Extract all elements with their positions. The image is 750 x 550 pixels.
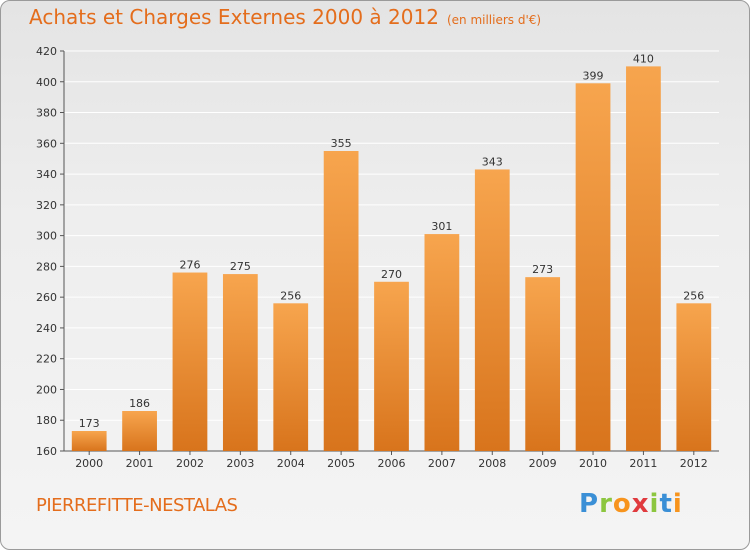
- logo-letter: r: [599, 489, 613, 519]
- y-tick-label: 240: [36, 322, 57, 335]
- y-tick-label: 220: [36, 353, 57, 366]
- bar-2001: [122, 411, 157, 451]
- bar-2004: [273, 303, 309, 451]
- value-label-2001: 186: [129, 397, 150, 410]
- y-tick-label: 180: [36, 414, 57, 427]
- logo-letter: i: [672, 489, 683, 519]
- bar-2003: [222, 274, 258, 451]
- value-label-2012: 256: [683, 289, 704, 302]
- bar-2002: [172, 272, 208, 451]
- value-label-2009: 273: [532, 263, 553, 276]
- y-tick-label: 340: [36, 168, 57, 181]
- x-tick-label-2007: 2007: [428, 457, 456, 470]
- value-label-2002: 276: [179, 259, 200, 272]
- x-tick-label-2004: 2004: [277, 457, 305, 470]
- y-tick-label: 360: [36, 137, 57, 150]
- x-tick-label-2009: 2009: [529, 457, 557, 470]
- x-tick-label-2010: 2010: [579, 457, 607, 470]
- chart-unit: (en milliers d'€): [446, 13, 542, 27]
- value-label-2004: 256: [280, 289, 301, 302]
- y-tick-label: 300: [36, 230, 57, 243]
- x-tick-label-2008: 2008: [478, 457, 506, 470]
- y-tick-label: 200: [36, 383, 57, 396]
- x-tick-label-2012: 2012: [680, 457, 708, 470]
- value-label-2006: 270: [381, 268, 402, 281]
- bar-2010: [575, 83, 611, 452]
- x-tick-label-2006: 2006: [378, 457, 406, 470]
- y-tick-label: 320: [36, 199, 57, 212]
- bar-2011: [626, 66, 661, 451]
- x-tick-label-2003: 2003: [226, 457, 254, 470]
- value-label-2008: 343: [482, 155, 503, 168]
- bar-2009: [525, 277, 561, 451]
- x-tick-label-2000: 2000: [75, 457, 103, 470]
- logo-letter: o: [612, 489, 632, 519]
- bar-2006: [374, 281, 409, 451]
- value-label-2007: 301: [431, 220, 452, 233]
- y-tick-label: 380: [36, 107, 57, 120]
- bar-2005: [323, 151, 359, 451]
- y-tick-label: 160: [36, 445, 57, 458]
- logo-letter: t: [659, 489, 673, 519]
- y-tick-label: 420: [36, 45, 57, 58]
- bars: [71, 66, 712, 452]
- labels: 160 180 200 220 240 260 280 300 320 340 360 380 400 4…: [36, 45, 708, 470]
- logo-letter: i: [649, 489, 660, 519]
- bar-2012: [676, 303, 712, 451]
- value-label-2003: 275: [230, 260, 251, 273]
- value-label-2000: 173: [79, 417, 100, 430]
- y-tick-label: 280: [36, 260, 57, 273]
- value-label-2005: 355: [331, 137, 352, 150]
- logo-letter: P: [579, 489, 600, 519]
- x-tick-label-2005: 2005: [327, 457, 355, 470]
- logo-letter: x: [631, 489, 650, 519]
- chart-title: Achats et Charges Externes 2000 à 2012: [29, 5, 439, 29]
- x-tick-label-2001: 2001: [126, 457, 154, 470]
- x-tick-label-2011: 2011: [629, 457, 657, 470]
- bar-2008: [474, 169, 510, 451]
- location-label: PIERREFITTE-NESTALAS: [36, 495, 238, 516]
- bar-2007: [424, 234, 460, 451]
- value-label-2010: 399: [583, 69, 604, 82]
- bar-2000: [71, 431, 107, 451]
- x-tick-label-2002: 2002: [176, 457, 204, 470]
- proxiti-logo: Proxiti: [579, 489, 683, 519]
- value-label-2011: 410: [633, 52, 654, 65]
- y-tick-label: 260: [36, 291, 57, 304]
- y-tick-label: 400: [36, 76, 57, 89]
- title-line: Achats et Charges Externes 2000 à 2012 (e…: [29, 5, 541, 29]
